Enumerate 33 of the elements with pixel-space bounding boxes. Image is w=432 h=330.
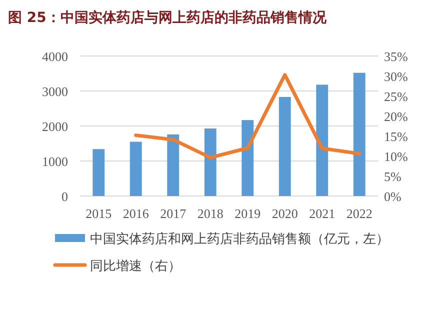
x-tick-label: 2022 [346,206,372,221]
bar [167,134,180,196]
line-series [134,73,362,160]
y-tick-label: 2000 [42,119,68,134]
x-tick-label: 2019 [234,206,261,221]
bar [278,96,291,196]
bar [353,72,366,196]
y2-tick-label: 0% [384,189,402,204]
legend-label: 同比增速（右） [90,259,181,274]
y-tick-label: 1000 [42,154,68,169]
x-tick-label: 2018 [197,206,224,221]
chart-title: 图 25：中国实体药店与网上药店的非药品销售情况 [8,9,328,26]
bar [242,120,254,196]
y2-tick-label: 10% [384,149,408,164]
y2-tick-label: 35% [384,49,408,64]
y-tick-label: 3000 [42,84,68,99]
x-tick-label: 2020 [272,206,298,221]
x-tick-label: 2016 [122,206,150,221]
y2-tick-label: 30% [384,69,408,84]
y2-tick-label: 15% [384,129,408,144]
bar [316,84,328,196]
x-tick-label: 2015 [86,206,112,221]
y2-tick-label: 25% [384,89,408,104]
y2-tick-label: 5% [384,169,402,184]
bar [130,142,142,196]
x-tick-label: 2021 [309,206,336,221]
bar [92,149,105,196]
y-tick-label: 4000 [42,49,68,64]
y-tick-label: 0 [62,189,68,204]
legend-label: 中国实体药店和网上药店非药品销售额（亿元，左） [90,231,389,247]
x-tick-label: 2017 [160,206,187,221]
bar [204,128,216,196]
y2-tick-label: 20% [384,109,408,124]
